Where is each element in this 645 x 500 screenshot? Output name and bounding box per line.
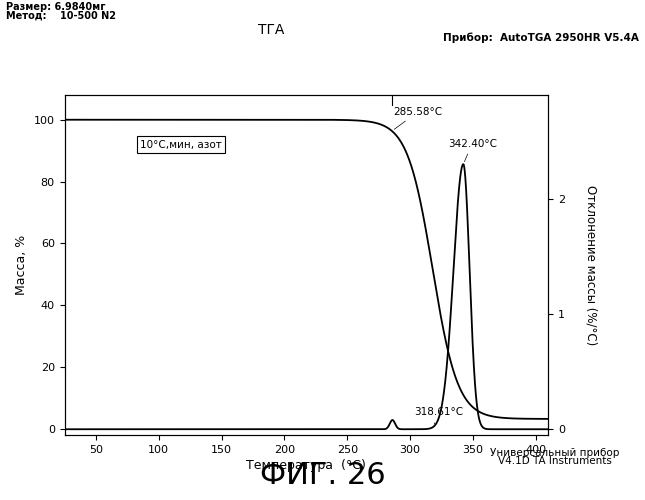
Text: 10°С,мин, азот: 10°С,мин, азот [140,140,222,149]
Text: 318.61°С: 318.61°С [414,408,463,424]
Text: ТГА: ТГА [258,22,284,36]
Text: Универсальный прибор: Универсальный прибор [490,448,619,458]
Text: Размер: 6.9840мг: Размер: 6.9840мг [6,2,106,12]
Text: V4.1D TA Instruments: V4.1D TA Instruments [498,456,611,466]
Text: 285.58°С: 285.58°С [393,106,443,130]
X-axis label: Температура  (°С): Температура (°С) [246,459,366,472]
Text: ФИГ. 26: ФИГ. 26 [260,461,385,490]
Text: Прибор:  AutoTGA 2950HR V5.4A: Прибор: AutoTGA 2950HR V5.4A [442,32,639,43]
Y-axis label: Отклонение массы (%/°С): Отклонение массы (%/°С) [584,185,597,345]
Text: 342.40°С: 342.40°С [448,138,497,162]
Text: Метод:    10-500 N2: Метод: 10-500 N2 [6,11,117,21]
Y-axis label: Масса, %: Масса, % [15,235,28,295]
